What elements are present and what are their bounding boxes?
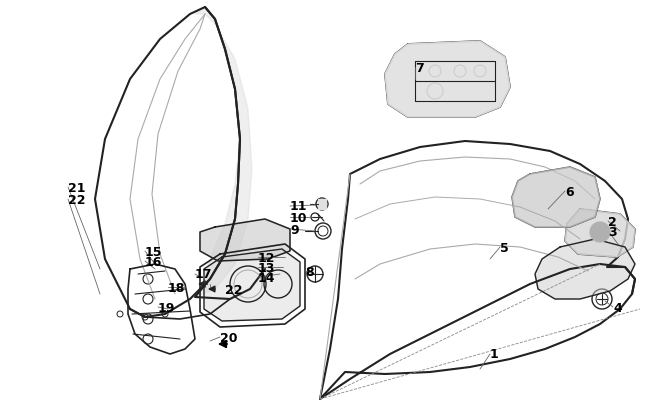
Text: 8: 8 [305,265,313,278]
Polygon shape [318,200,326,209]
Text: 9: 9 [290,223,298,236]
Polygon shape [565,209,635,257]
Text: 3: 3 [608,225,617,238]
Polygon shape [385,42,510,118]
Text: 14: 14 [258,271,276,284]
Text: 4: 4 [613,301,622,314]
Text: 11: 11 [290,200,307,213]
Text: 5: 5 [500,241,509,254]
Text: 21: 21 [68,181,86,194]
Text: 22: 22 [225,283,242,296]
Polygon shape [204,249,300,321]
Text: 18: 18 [168,281,185,294]
Text: 1: 1 [490,347,499,360]
Polygon shape [535,239,635,299]
Text: 12: 12 [258,251,276,264]
Circle shape [590,222,610,243]
Text: 2: 2 [608,215,617,228]
Text: 20: 20 [220,331,237,344]
Text: 6: 6 [565,185,573,198]
Text: 17: 17 [195,268,213,281]
Text: 19: 19 [158,301,176,314]
Text: 10: 10 [290,211,307,224]
Text: 13: 13 [258,261,276,274]
Text: 16: 16 [145,255,162,268]
Polygon shape [195,8,252,297]
Text: 15: 15 [145,245,162,258]
Polygon shape [512,168,600,228]
Text: 22: 22 [68,193,86,206]
Polygon shape [200,220,290,261]
Text: 7: 7 [415,61,424,74]
